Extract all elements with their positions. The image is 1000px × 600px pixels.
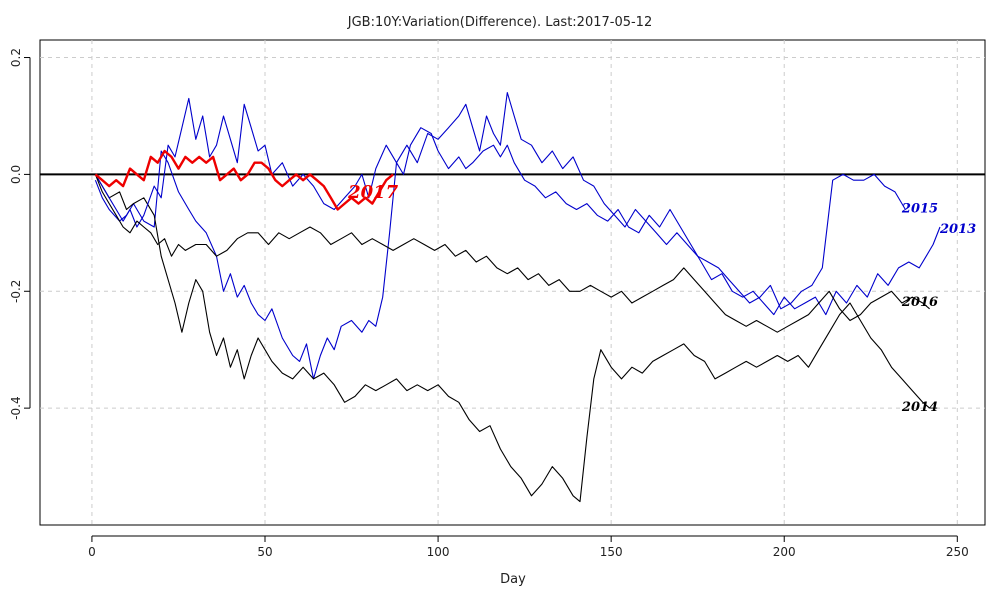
series-label-2017: 2017 [347, 182, 399, 203]
x-tick-label: 100 [427, 545, 450, 559]
series-line-2014 [94, 174, 930, 503]
series-line-2013 [94, 127, 941, 380]
plot-frame [39, 39, 986, 526]
series-line-2016 [94, 174, 930, 333]
series-line-2015 [94, 92, 906, 310]
series-labels: 2013 2014 2015 2016 2017 [347, 182, 976, 415]
x-tick-label: 0 [88, 545, 96, 559]
y-tick-label: -0.2 [9, 280, 23, 303]
x-tick-label: 50 [257, 545, 272, 559]
y-tick-label: -0.4 [9, 396, 23, 419]
series-label-2016: 2016 [901, 295, 938, 310]
y-tick-label: 0.2 [9, 48, 23, 67]
series-line-2017 [94, 149, 394, 211]
series-group [40, 92, 985, 503]
x-tick-label: 200 [773, 545, 796, 559]
x-axis-title: Day [500, 572, 526, 587]
y-tick-label: 0.0 [9, 165, 23, 184]
x-tick-label: 150 [600, 545, 623, 559]
grid [40, 40, 985, 525]
series-label-2014: 2014 [901, 400, 938, 415]
series-label-2013: 2013 [939, 222, 976, 237]
x-tick-label: 250 [946, 545, 969, 559]
series-label-2015: 2015 [901, 201, 938, 216]
chart-title: JGB:10Y:Variation(Difference). Last:2017… [347, 15, 652, 30]
axes: 0 50 100 150 200 250 -0.4 -0.2 0.0 0.2 [9, 48, 969, 559]
